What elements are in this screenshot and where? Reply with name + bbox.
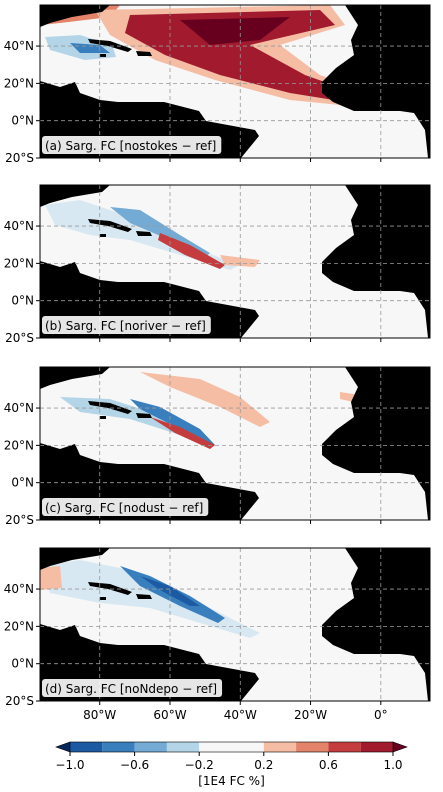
lat-tick-label: 20°S (5, 513, 34, 527)
colorbar-segment (199, 742, 232, 752)
colorbar-segment (360, 742, 393, 752)
panel-label: (b) Sarg. FC [noriver − ref] (45, 319, 206, 333)
lat-tick-label: 40°N (4, 39, 34, 53)
lat-tick-label: 0°N (11, 114, 34, 128)
lat-tick-label: 40°N (4, 219, 34, 233)
panel-frame (39, 366, 431, 521)
lat-tick-label: 20°N (4, 438, 34, 452)
colorbar-under (55, 741, 71, 753)
colorbar-over (392, 741, 408, 753)
label-box (42, 498, 209, 516)
panel-label: (d) Sarg. FC [noNdepo − ref] (45, 682, 217, 696)
lat-tick-label: 20°S (5, 694, 34, 708)
colorbar-segment (134, 742, 167, 752)
colorbar-tick-label: 0.2 (254, 758, 273, 772)
panel-c (40, 367, 430, 520)
lat-tick-label: 20°N (4, 619, 34, 633)
lat-tick-label: 20°S (5, 151, 34, 165)
panel-frame (39, 4, 431, 159)
lon-tick-label: 40°W (224, 708, 257, 722)
colorbar-segment (231, 742, 264, 752)
lon-tick-label: 60°W (153, 708, 186, 722)
lat-tick-label: 0°N (11, 294, 34, 308)
lon-tick-label: 20°W (294, 708, 327, 722)
lon-tick-label: 0° (374, 708, 388, 722)
colorbar-segment (263, 742, 297, 752)
colorbar-label: [1E4 FC %] (198, 774, 265, 788)
panel-d (40, 548, 430, 701)
label-box (42, 679, 223, 697)
colorbar-segment (328, 742, 361, 752)
panel-b (40, 185, 430, 338)
lat-tick-label: 20°S (5, 331, 34, 345)
panel-a (40, 5, 430, 158)
lat-tick-label: 20°N (4, 256, 34, 270)
colorbar-tick-label: −0.2 (185, 758, 214, 772)
panel-frame (39, 547, 431, 702)
colorbar-tick-label: 0.6 (319, 758, 338, 772)
panel-frame (39, 184, 431, 339)
colorbar-tick-label: −1.0 (55, 758, 84, 772)
colorbar-segment (166, 742, 200, 752)
colorbar-tick-label: 1.0 (383, 758, 402, 772)
lat-tick-label: 40°N (4, 582, 34, 596)
panel-label: (a) Sarg. FC [nostokes − ref] (45, 139, 216, 153)
colorbar-segment (102, 742, 135, 752)
colorbar-tick-label: −0.6 (120, 758, 149, 772)
panel-label: (c) Sarg. FC [nodust − ref] (45, 501, 203, 515)
colorbar-frame (69, 741, 394, 753)
lat-tick-label: 40°N (4, 401, 34, 415)
lon-tick-label: 80°W (83, 708, 116, 722)
colorbar-segment (296, 742, 329, 752)
lat-tick-label: 0°N (11, 657, 34, 671)
lat-tick-label: 20°N (4, 76, 34, 90)
lat-tick-label: 0°N (11, 476, 34, 490)
label-box (42, 316, 211, 334)
colorbar-segment (70, 742, 103, 752)
label-box (42, 136, 222, 154)
